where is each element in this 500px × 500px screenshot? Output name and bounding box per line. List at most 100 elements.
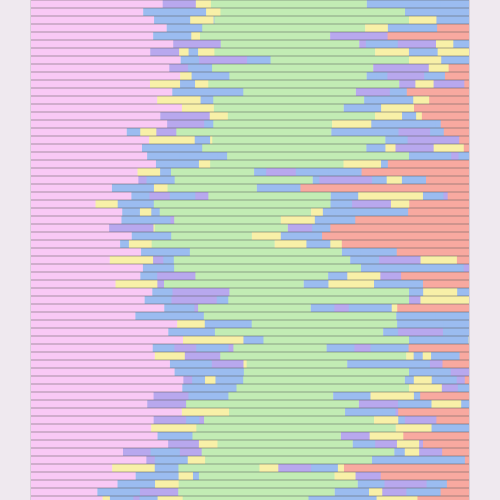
segment — [196, 344, 204, 352]
segment — [204, 120, 214, 128]
segment — [157, 496, 184, 500]
segment — [409, 368, 445, 376]
segment — [208, 0, 212, 8]
segment — [295, 168, 329, 176]
segment — [381, 160, 389, 168]
segment — [400, 344, 410, 352]
segment — [328, 272, 348, 280]
pink-segment — [31, 200, 96, 208]
segment — [135, 472, 180, 480]
pink-segment — [31, 416, 154, 424]
salmon-segment — [429, 96, 469, 104]
segment — [120, 240, 130, 248]
segment — [153, 224, 156, 232]
segment — [183, 336, 211, 344]
segment — [343, 160, 382, 168]
segment — [212, 104, 215, 112]
segment — [198, 440, 218, 448]
segment — [157, 96, 202, 104]
pink-segment — [31, 176, 139, 184]
segment — [399, 80, 416, 88]
segment — [407, 120, 421, 128]
pink-segment — [31, 112, 161, 120]
green-segment — [214, 16, 409, 24]
pink-segment — [31, 152, 148, 160]
segment — [378, 256, 422, 264]
segment — [211, 360, 237, 368]
segment — [432, 448, 443, 456]
segment — [153, 392, 176, 400]
segment — [369, 488, 383, 496]
segment — [199, 56, 216, 64]
segment — [402, 0, 441, 8]
segment — [416, 280, 424, 288]
pink-segment — [31, 376, 184, 384]
pink-segment — [31, 288, 153, 296]
segment — [443, 320, 470, 328]
segment — [157, 432, 193, 440]
salmon-segment — [387, 32, 469, 40]
green-segment — [164, 280, 304, 288]
salmon-segment — [343, 464, 469, 472]
green-segment — [198, 304, 311, 312]
pink-segment — [31, 280, 116, 288]
pink-segment — [31, 32, 154, 40]
segment — [141, 144, 160, 152]
segment — [168, 440, 200, 448]
pink-segment — [31, 312, 136, 320]
segment — [409, 152, 452, 160]
segment — [390, 200, 410, 208]
segment — [146, 176, 176, 184]
segment — [408, 48, 432, 56]
segment — [259, 464, 279, 472]
segment — [150, 488, 179, 496]
segment — [217, 152, 228, 160]
segment — [429, 264, 465, 272]
segment — [188, 64, 209, 72]
segment — [334, 472, 357, 480]
segment — [424, 72, 446, 80]
segment — [115, 280, 158, 288]
segment — [331, 128, 361, 136]
pink-segment — [31, 424, 152, 432]
green-segment — [205, 456, 373, 464]
pink-segment — [31, 488, 98, 496]
segment — [287, 224, 313, 232]
segment — [374, 416, 384, 424]
segment — [409, 384, 443, 392]
segment — [453, 40, 470, 48]
segment — [404, 416, 437, 424]
segment — [178, 472, 194, 480]
salmon-segment — [459, 136, 469, 144]
segment — [396, 312, 437, 320]
segment — [154, 464, 179, 472]
green-segment — [213, 104, 344, 112]
left-edge — [30, 0, 31, 500]
segment — [256, 184, 296, 192]
green-segment — [212, 64, 374, 72]
segment — [450, 456, 466, 464]
segment — [419, 440, 424, 448]
segment — [154, 456, 189, 464]
segment — [97, 488, 141, 496]
segment — [212, 352, 221, 360]
segment — [369, 432, 404, 440]
segment — [210, 336, 244, 344]
segment — [191, 72, 212, 80]
segment — [442, 328, 470, 336]
segment — [166, 24, 202, 32]
pink-segment — [31, 440, 169, 448]
pink-segment — [31, 160, 156, 168]
segment — [189, 408, 201, 416]
segment — [328, 280, 375, 288]
segment — [160, 112, 204, 120]
segment — [169, 360, 213, 368]
segment — [174, 392, 189, 400]
segment — [144, 296, 173, 304]
segment — [386, 176, 403, 184]
salmon-segment — [459, 352, 469, 360]
segment — [435, 456, 451, 464]
segment — [358, 192, 388, 200]
segment — [147, 152, 181, 160]
